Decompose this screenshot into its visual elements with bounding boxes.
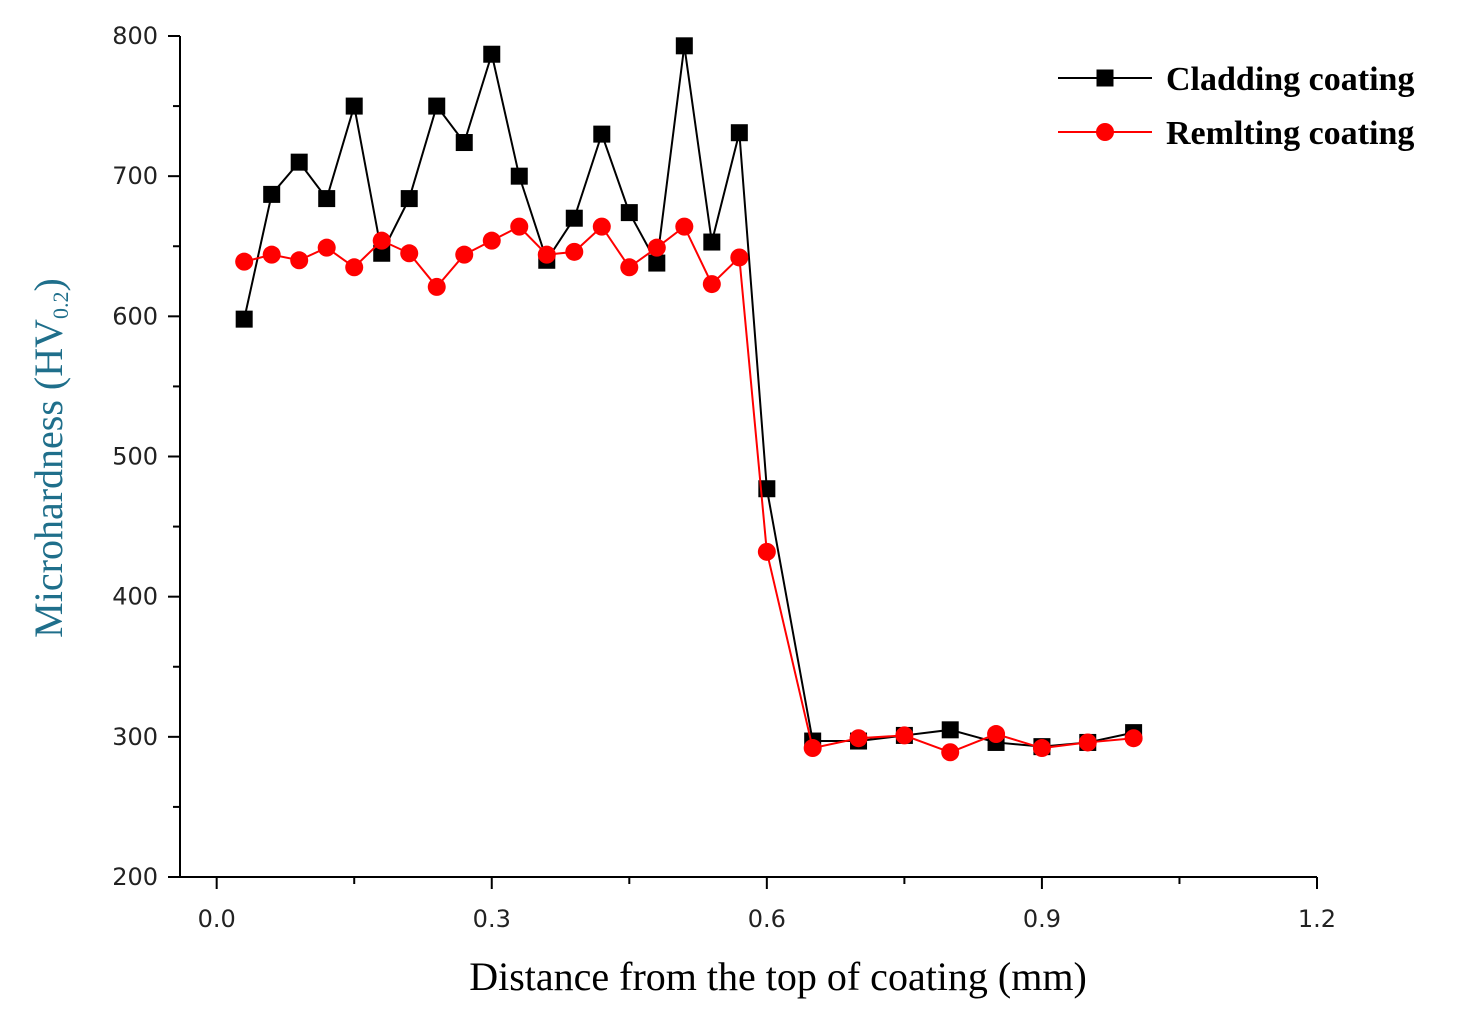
data-point	[510, 167, 528, 185]
data-point	[372, 231, 391, 250]
data-point	[373, 244, 391, 262]
data-point	[803, 739, 822, 758]
data-point	[428, 97, 446, 115]
x-tick-label: 0.3	[473, 905, 511, 933]
legend-marker	[1096, 69, 1114, 87]
data-point	[592, 217, 611, 236]
y-tick-label: 500	[112, 443, 158, 471]
axes: 200 300 400 500 600 700 800 0.0 0.3 0.6 0.9 1.2	[112, 22, 1336, 933]
data-point	[345, 97, 363, 115]
data-point	[510, 217, 529, 236]
y-tick-label: 600	[112, 302, 158, 330]
data-point	[537, 245, 556, 264]
data-point	[647, 238, 666, 257]
x-tick-label: 1.2	[1298, 905, 1336, 933]
data-point	[895, 726, 914, 745]
data-point	[758, 480, 776, 498]
data-point	[455, 245, 474, 264]
data-point	[648, 254, 666, 272]
legend-label: Remlting coating	[1166, 115, 1414, 152]
y-axis-title: Microhardness (HV0.2)	[26, 278, 73, 638]
data-point	[482, 231, 501, 250]
y-tick-label: 400	[112, 583, 158, 611]
series-line	[243, 45, 1134, 748]
data-point	[703, 233, 721, 251]
y-tick-label: 800	[112, 22, 158, 50]
data-point	[702, 275, 721, 294]
data-point	[1032, 739, 1051, 758]
series-cladding-coating	[235, 37, 1143, 756]
series-remelting-coating	[235, 217, 1143, 762]
series-line	[243, 225, 1134, 754]
legend-marker	[1096, 123, 1114, 141]
y-axis-title-main: Microhardness (HV	[26, 319, 71, 638]
y-tick-label: 700	[112, 162, 158, 190]
data-point	[345, 258, 364, 277]
data-point	[730, 248, 749, 267]
data-point	[290, 153, 308, 171]
data-point	[849, 729, 868, 748]
data-point	[565, 242, 584, 261]
data-point	[317, 238, 336, 257]
x-tick-label: 0.6	[748, 905, 786, 933]
data-point	[263, 185, 281, 203]
x-tick-label: 0.9	[1023, 905, 1061, 933]
data-point	[593, 125, 611, 143]
data-point	[455, 134, 473, 152]
data-point	[235, 310, 253, 328]
data-point	[675, 217, 694, 236]
data-point	[675, 37, 693, 55]
data-point	[987, 725, 1006, 744]
plot-series	[235, 37, 1143, 762]
data-point	[400, 190, 418, 208]
data-point	[620, 204, 638, 222]
data-point	[730, 124, 748, 142]
data-point	[235, 252, 254, 271]
data-point	[427, 277, 446, 296]
data-point	[290, 251, 309, 270]
x-tick-label: 0.0	[198, 905, 236, 933]
data-point	[1124, 729, 1143, 748]
data-point	[620, 258, 639, 277]
data-point	[941, 721, 959, 739]
data-point	[483, 45, 501, 63]
data-point	[262, 245, 281, 264]
legend-label: Cladding coating	[1166, 61, 1414, 98]
data-point	[757, 542, 776, 561]
y-axis-title-subscript: 0.2	[48, 292, 73, 320]
y-tick-label: 300	[112, 723, 158, 751]
x-axis-title: Distance from the top of coating (mm)	[469, 954, 1087, 999]
data-point	[400, 244, 419, 263]
y-axis-title-suffix: )	[26, 278, 71, 291]
y-tick-label: 200	[112, 863, 158, 891]
data-point	[1078, 733, 1097, 752]
data-point	[941, 743, 960, 762]
data-point	[565, 209, 583, 227]
data-point	[318, 190, 336, 208]
legend: Cladding coating Remlting coating	[1058, 61, 1414, 152]
